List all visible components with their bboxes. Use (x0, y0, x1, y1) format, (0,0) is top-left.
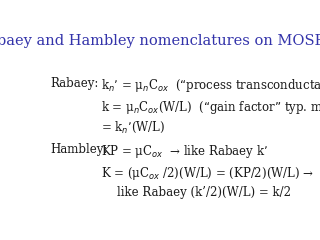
Text: like Rabaey (k’/2)(W/L) = k/2: like Rabaey (k’/2)(W/L) = k/2 (117, 186, 291, 199)
Text: Rabaey:: Rabaey: (50, 77, 98, 90)
Text: Rabaey and Hambley nomenclatures on MOSFETs: Rabaey and Hambley nomenclatures on MOSF… (0, 34, 320, 48)
Text: k$_n$’ = μ$_n$C$_{ox}$  (“process transconductance”): k$_n$’ = μ$_n$C$_{ox}$ (“process transco… (101, 77, 320, 94)
Text: K = (μC$_{ox}$ /2)(W/L) = (KP/2)(W/L) →: K = (μC$_{ox}$ /2)(W/L) = (KP/2)(W/L) → (101, 165, 314, 182)
Text: Hambley:: Hambley: (50, 143, 107, 156)
Text: k = μ$_n$C$_{ox}$(W/L)  (“gain factor” typ. mA/V$^2$): k = μ$_n$C$_{ox}$(W/L) (“gain factor” ty… (101, 98, 320, 118)
Text: KP = μC$_{ox}$  → like Rabaey k’: KP = μC$_{ox}$ → like Rabaey k’ (101, 143, 268, 160)
Text: = k$_n$’(W/L): = k$_n$’(W/L) (101, 119, 165, 135)
